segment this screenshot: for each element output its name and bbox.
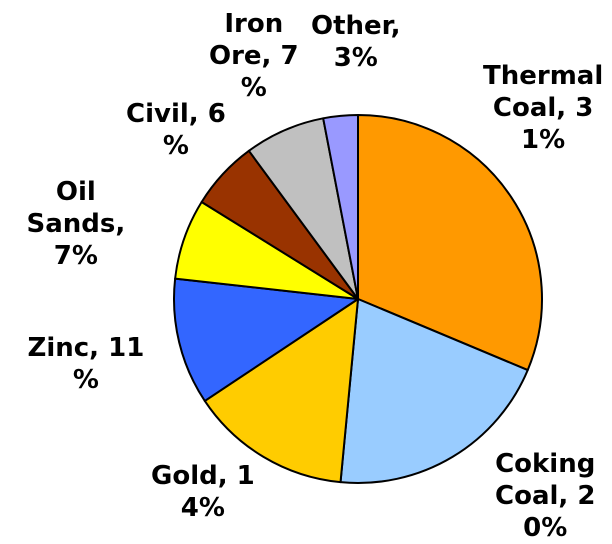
slice-label-line: Thermal xyxy=(483,61,604,91)
slice-label-line: Other, xyxy=(311,11,401,41)
slice-label-zinc: Zinc, 11% xyxy=(28,332,145,396)
slice-label-coking-coal: Coking Coal, 2 0% xyxy=(495,448,595,544)
slice-label-line: 3% xyxy=(333,43,378,73)
pie-slice-other xyxy=(322,114,359,300)
slice-label-line: Sands, xyxy=(26,209,126,239)
pie-slice-coking-coal xyxy=(339,298,529,484)
slice-label-thermal-coal: Thermal Coal, 3 1% xyxy=(483,60,603,156)
pie-slice-gold xyxy=(203,298,359,484)
slice-label-line: % xyxy=(240,73,267,103)
slice-label-line: 4% xyxy=(180,493,225,523)
slice-label-line: 7% xyxy=(53,241,98,271)
pie-slice-thermal-coal xyxy=(357,114,543,372)
slice-label-line: Zinc, 11 xyxy=(27,333,145,363)
slice-label-line: Coal, 2 xyxy=(495,481,596,511)
slice-label-line: Coal, 3 xyxy=(492,93,594,123)
slice-label-line: % xyxy=(72,365,99,395)
pie-slices xyxy=(173,114,543,484)
slice-label-line: 0% xyxy=(523,513,568,543)
slice-label-line: Gold, 1 xyxy=(151,461,255,491)
slice-label-line: Iron xyxy=(224,9,284,39)
slice-label-other: Other, 3% xyxy=(311,10,401,74)
slice-label-line: Coking xyxy=(495,449,596,479)
slice-label-line: Ore, 7 xyxy=(209,41,299,71)
slice-label-iron-ore: Iron Ore, 7% xyxy=(209,8,299,104)
slice-label-oil-sands: Oil Sands, 7% xyxy=(27,176,126,272)
slice-label-line: Civil, 6 xyxy=(126,99,226,129)
pie-slice-zinc xyxy=(173,277,359,402)
slice-label-line: % xyxy=(162,131,189,161)
slice-label-line: 1% xyxy=(521,125,566,155)
slice-label-civil: Civil, 6% xyxy=(126,98,226,162)
slice-label-gold: Gold, 1 4% xyxy=(151,460,255,524)
slice-label-line: Oil xyxy=(55,177,96,207)
